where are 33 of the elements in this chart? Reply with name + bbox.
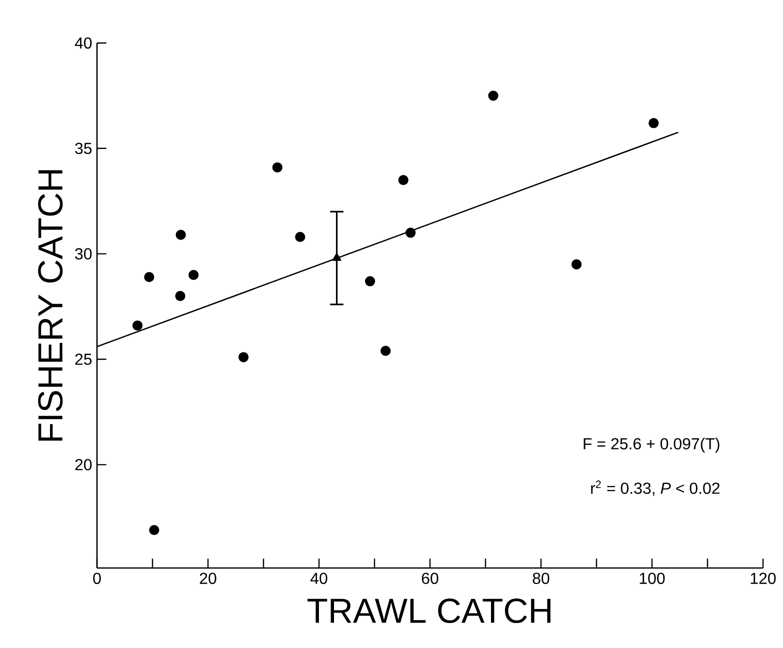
point: [648, 118, 659, 128]
y-tick-label: 25: [75, 354, 92, 365]
point: [238, 352, 249, 362]
point: [176, 230, 186, 240]
point: [398, 174, 408, 186]
y-tick-label: 35: [75, 142, 92, 154]
y-axis-title: FISHERY CATCH: [38, 170, 63, 441]
point: [332, 252, 342, 261]
point: [571, 259, 582, 270]
annotation: F = 25.6 + 0.097(T): [584, 438, 720, 453]
point: [364, 276, 376, 286]
point: [132, 320, 143, 331]
annotation: r$^{2}$ = 0.33, P < 0.02: [591, 480, 720, 496]
x-tick-label: 80: [532, 572, 550, 584]
x-axis-title: TRAWL CATCH: [308, 598, 550, 624]
point: [144, 272, 154, 282]
point: [188, 270, 199, 280]
x-tick-label: 100: [640, 572, 665, 584]
x-tick-label: 40: [310, 572, 328, 584]
x-tick-label: 0: [93, 572, 101, 584]
point: [406, 228, 416, 238]
y-tick-label: 20: [75, 459, 92, 470]
point: [272, 162, 282, 172]
x-tick-label: 60: [422, 572, 438, 584]
y-tick-label: 30: [75, 248, 92, 260]
point: [175, 290, 186, 302]
point: [488, 90, 498, 101]
x-tick-label: 120: [750, 572, 776, 584]
point: [149, 524, 160, 536]
y-tick-label: 40: [74, 37, 92, 49]
x-tick-label: 20: [200, 572, 216, 584]
point: [380, 346, 391, 356]
point: [295, 232, 306, 242]
